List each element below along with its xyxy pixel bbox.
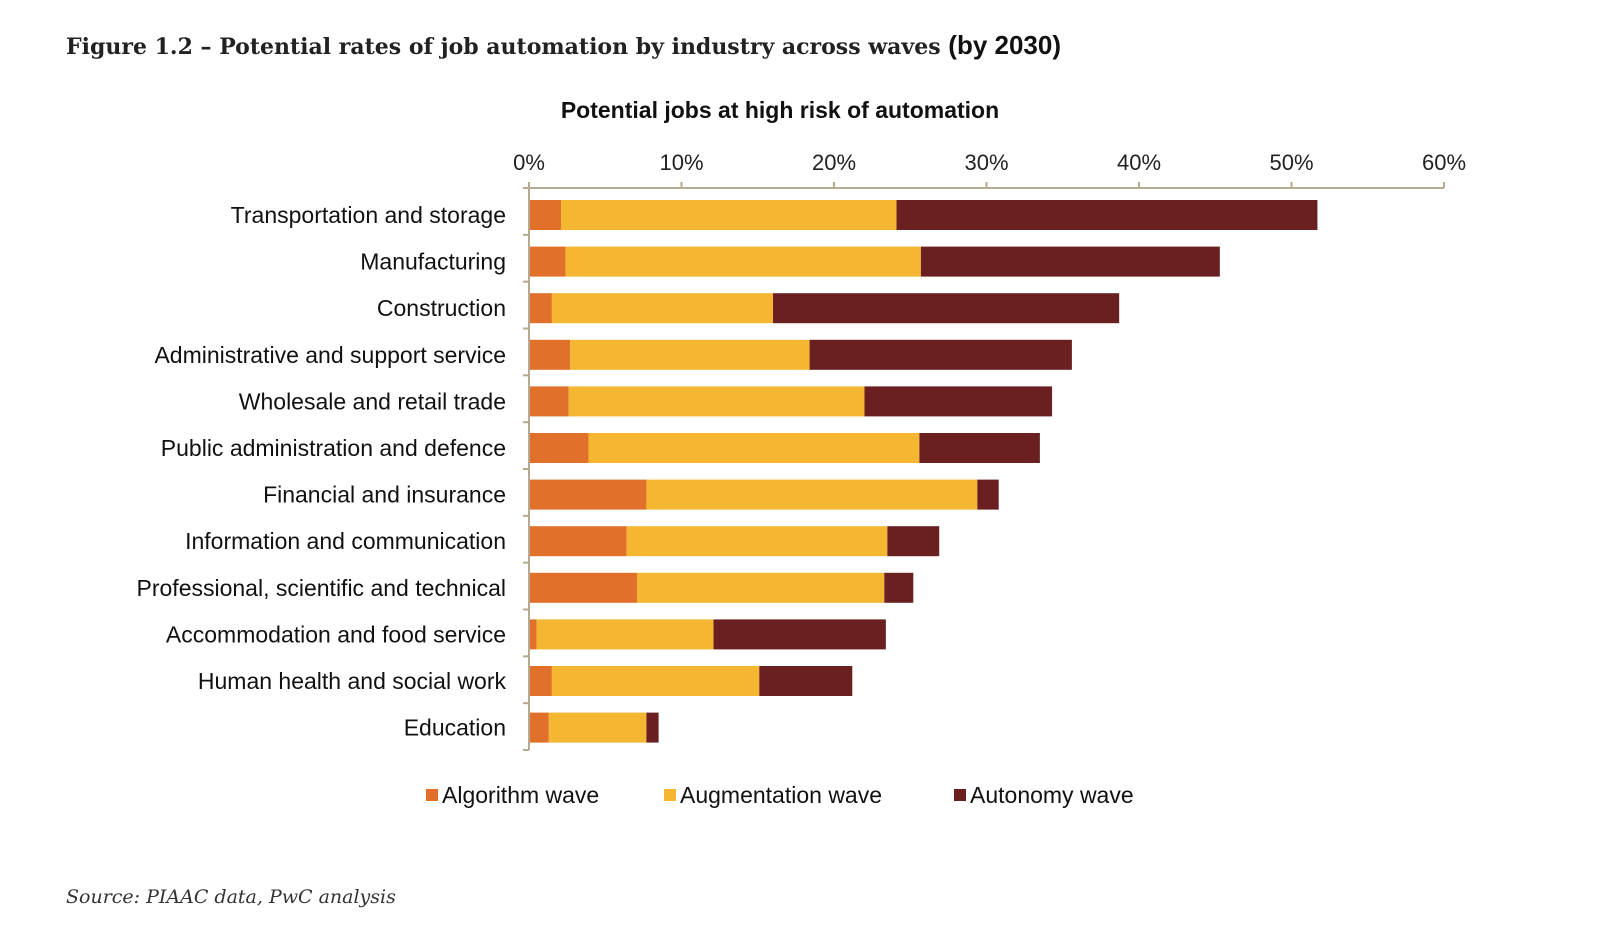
source-note: Source: PIAAC data, PwC analysis — [66, 886, 396, 908]
figure-title-main: Figure 1.2 – Potential rates of job auto… — [66, 34, 941, 60]
bar-segment-algorithm — [529, 572, 638, 603]
legend-swatch-algorithm — [426, 789, 438, 801]
bar-segment-algorithm — [529, 619, 537, 650]
x-tick-label: 60% — [1422, 150, 1466, 175]
bar-segment-augmentation — [561, 200, 897, 230]
bar-segment-algorithm — [529, 666, 552, 696]
bar-segment-autonomy — [887, 526, 940, 557]
bar-segment-autonomy — [920, 246, 1220, 277]
bar-segment-algorithm — [529, 339, 571, 370]
x-tick-label: 20% — [812, 150, 856, 175]
category-label: Administrative and support service — [154, 342, 506, 368]
bar-segment-autonomy — [713, 619, 886, 650]
category-label: Construction — [377, 295, 506, 321]
bar-segment-autonomy — [977, 479, 999, 510]
category-label: Information and communication — [185, 528, 506, 554]
bar-segment-autonomy — [919, 433, 1040, 463]
category-label: Human health and social work — [198, 668, 507, 694]
bar-segment-autonomy — [809, 339, 1072, 370]
axes — [523, 187, 1444, 751]
category-label: Accommodation and food service — [166, 621, 506, 647]
bar-segment-algorithm — [529, 293, 552, 324]
bar-segment-autonomy — [759, 666, 853, 696]
category-labels: Transportation and storage Manufacturing C… — [137, 202, 507, 741]
category-label: Professional, scientific and technical — [137, 575, 506, 601]
bar-segment-autonomy — [884, 572, 914, 603]
legend-label: Algorithm wave — [442, 782, 599, 808]
category-label: Wholesale and retail trade — [239, 388, 506, 414]
bar-segment-autonomy — [646, 712, 659, 743]
legend-label: Autonomy wave — [970, 782, 1134, 808]
bar-segment-algorithm — [529, 712, 549, 743]
bar-segment-algorithm — [529, 479, 647, 510]
x-tick-label: 40% — [1117, 150, 1161, 175]
bar-segment-algorithm — [529, 246, 566, 277]
bar-segment-augmentation — [565, 246, 921, 277]
bar-segment-algorithm — [529, 526, 627, 557]
bar-segment-autonomy — [864, 386, 1053, 417]
bar-segment-augmentation — [588, 433, 920, 463]
bar-segment-augmentation — [570, 339, 810, 370]
x-tick-label: 50% — [1269, 150, 1313, 175]
bar-segment-augmentation — [568, 386, 865, 417]
stacked-bar-chart: Potential jobs at high risk of automatio… — [137, 97, 1467, 808]
bar-segment-augmentation — [646, 479, 978, 510]
legend-label: Augmentation wave — [680, 782, 882, 808]
bar-rows — [529, 200, 1318, 743]
legend-swatch-autonomy — [954, 789, 966, 801]
bar-segment-augmentation — [637, 572, 885, 603]
x-tick-label: 30% — [964, 150, 1008, 175]
bar-segment-algorithm — [529, 433, 589, 463]
category-label: Financial and insurance — [263, 482, 506, 508]
category-label: Public administration and defence — [161, 435, 506, 461]
legend: Algorithm wave Augmentation wave Autonomy … — [426, 782, 1134, 808]
category-label: Education — [404, 715, 506, 741]
category-label: Manufacturing — [360, 249, 506, 275]
bar-segment-algorithm — [529, 200, 562, 230]
x-tick-label: 10% — [659, 150, 703, 175]
figure-title-suffix: (by 2030) — [948, 30, 1062, 60]
bar-segment-algorithm — [529, 386, 569, 417]
legend-swatch-augmentation — [664, 789, 676, 801]
x-tick-label: 0% — [513, 150, 545, 175]
bar-segment-augmentation — [548, 712, 647, 743]
bar-segment-autonomy — [773, 293, 1120, 324]
bar-segment-autonomy — [896, 200, 1318, 230]
bar-segment-augmentation — [626, 526, 888, 557]
bar-segment-augmentation — [536, 619, 714, 650]
bar-segment-augmentation — [551, 666, 760, 696]
x-axis-ticks: 0% 10% 20% 30% 40% 50% 60% — [513, 150, 1466, 188]
bar-segment-augmentation — [551, 293, 773, 324]
category-label: Transportation and storage — [231, 202, 506, 228]
chart-title: Potential jobs at high risk of automatio… — [561, 97, 999, 123]
figure-title: Figure 1.2 – Potential rates of job auto… — [66, 30, 1061, 61]
